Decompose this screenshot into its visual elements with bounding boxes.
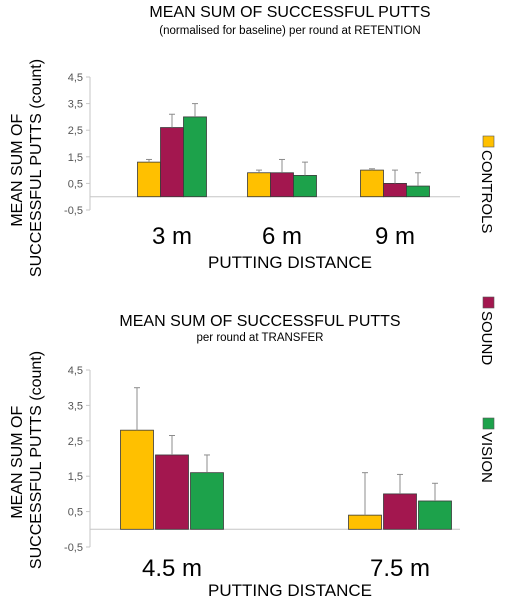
legend: CONTROLS SOUND VISION bbox=[478, 135, 495, 483]
chart2-y-tick-label: 3,5 bbox=[68, 400, 83, 412]
chart2-ylabel-line1: MEAN SUM OF bbox=[9, 406, 26, 519]
chart2-xlabel: PUTTING DISTANCE bbox=[208, 581, 372, 600]
chart2-bar-controls-1 bbox=[120, 429, 154, 530]
chart2-title: MEAN SUM OF SUCCESSFUL PUTTS bbox=[119, 313, 400, 330]
chart2-ylabel: MEAN SUM OF SUCCESSFUL PUTTS (count) bbox=[9, 351, 45, 569]
chart1-y-tick-label: -0,5 bbox=[64, 205, 83, 217]
chart1-categories: 3 m 6 m 9 m bbox=[152, 223, 415, 250]
chart1-bar-sound-1 bbox=[160, 127, 184, 198]
legend-swatch-controls bbox=[482, 135, 495, 148]
chart2-bar-sound-2 bbox=[383, 493, 417, 530]
chart1-bar-sound-3 bbox=[383, 182, 407, 198]
chart2-y-tick-label: 1,5 bbox=[68, 471, 83, 483]
chart1-xlabel: PUTTING DISTANCE bbox=[208, 253, 372, 272]
chart2-plot bbox=[89, 370, 460, 547]
chart1-bar-vision-1 bbox=[183, 116, 207, 198]
chart2-y-tick-label: 2,5 bbox=[68, 436, 83, 448]
chart1-bar-controls-2 bbox=[247, 172, 271, 198]
chart2-subtitle: per round at TRANSFER bbox=[197, 332, 324, 344]
chart2-bar-controls-2 bbox=[348, 514, 382, 530]
chart1-y-tick-label: 0,5 bbox=[68, 178, 83, 190]
chart1-y-ticks: -0,5 0,5 1,5 2,5 3,5 4,5 bbox=[64, 72, 90, 217]
chart1-ylabel-line2: SUCCESSFUL PUTTS (count) bbox=[28, 59, 45, 277]
chart1-subtitle: (normalised for baseline) per round at R… bbox=[159, 25, 420, 37]
chart1-y-tick-label: 1,5 bbox=[68, 152, 83, 164]
chart1-ylabel-line1: MEAN SUM OF bbox=[9, 114, 26, 227]
chart1-y-tick-label: 3,5 bbox=[68, 99, 83, 111]
chart1-category-label: 9 m bbox=[375, 223, 415, 250]
chart2-bar-vision-2 bbox=[418, 500, 452, 530]
legend-label-controls: CONTROLS bbox=[478, 150, 495, 233]
chart2-bar-vision-1 bbox=[190, 472, 224, 530]
chart1-title: MEAN SUM OF SUCCESSFUL PUTTS bbox=[149, 4, 430, 21]
chart1-bar-vision-3 bbox=[406, 185, 430, 198]
legend-swatch-vision bbox=[482, 417, 495, 430]
chart2-y-ticks: -0,5 0,5 1,5 2,5 3,5 4,5 bbox=[64, 365, 90, 554]
chart1-y-tick-label: 2,5 bbox=[68, 125, 83, 137]
chart1-bar-vision-2 bbox=[293, 175, 317, 198]
chart2-bar-sound-1 bbox=[155, 454, 189, 530]
chart1-bar-sound-2 bbox=[270, 172, 294, 198]
chart2-y-tick-label: 4,5 bbox=[68, 365, 83, 377]
legend-label-sound: SOUND bbox=[478, 311, 495, 365]
chart1-y-tick-label: 4,5 bbox=[68, 72, 83, 84]
chart2-categories: 4.5 m 7.5 m bbox=[142, 555, 430, 582]
chart2-y-tick-label: -0,5 bbox=[64, 542, 83, 554]
chart1-category-label: 6 m bbox=[262, 223, 302, 250]
chart2-category-label: 4.5 m bbox=[142, 555, 202, 582]
legend-label-vision: VISION bbox=[478, 432, 495, 483]
chart1-bar-controls-3 bbox=[360, 169, 384, 198]
chart1-category-label: 3 m bbox=[152, 223, 192, 250]
chart2-ylabel-line2: SUCCESSFUL PUTTS (count) bbox=[28, 351, 45, 569]
chart1-plot bbox=[89, 77, 460, 210]
legend-swatch-sound bbox=[482, 296, 495, 309]
chart1-bar-controls-1 bbox=[137, 161, 161, 198]
chart1-ylabel: MEAN SUM OF SUCCESSFUL PUTTS (count) bbox=[9, 59, 45, 277]
chart2-y-tick-label: 0,5 bbox=[68, 507, 83, 519]
chart2-category-label: 7.5 m bbox=[370, 555, 430, 582]
